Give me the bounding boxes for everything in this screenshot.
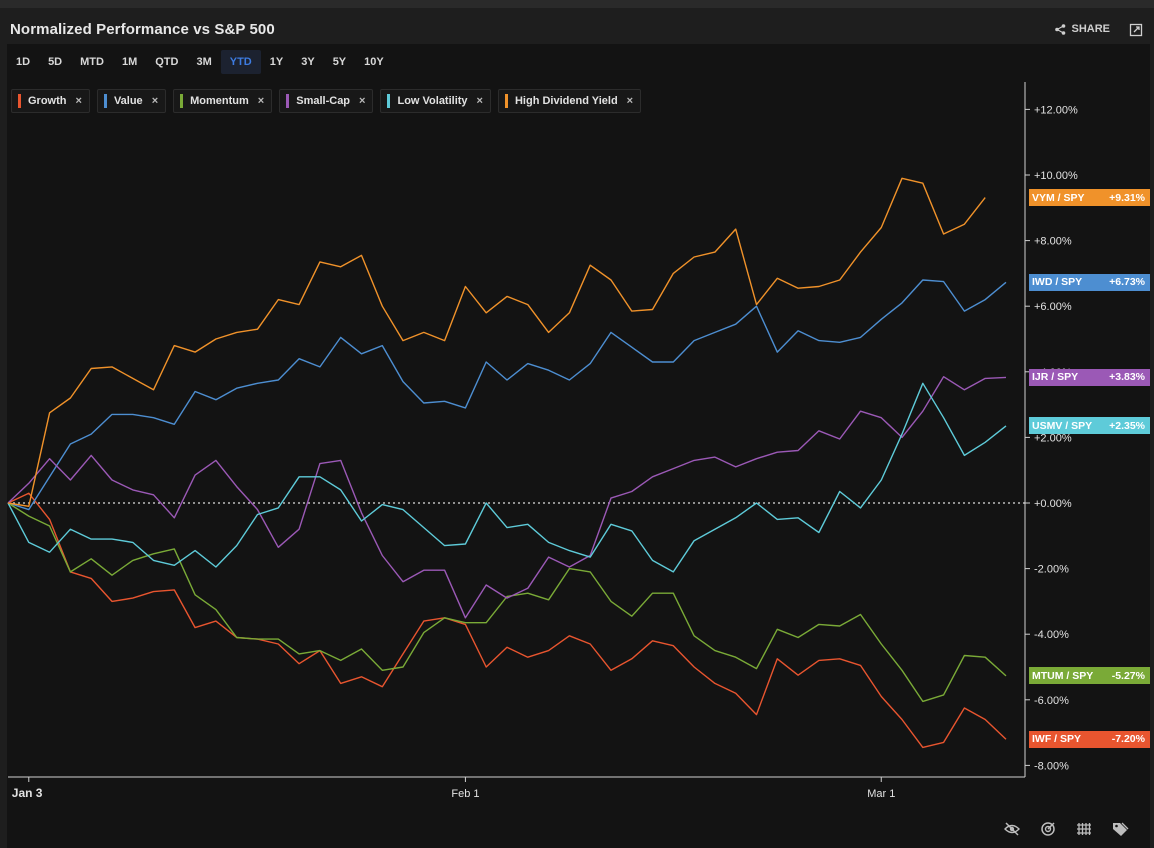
legend-swatch [286, 94, 290, 108]
share-icon [1055, 23, 1066, 35]
tag-ticker: MTUM / SPY [1032, 669, 1094, 682]
tab-5y[interactable]: 5Y [332, 56, 347, 68]
tag-value: +2.35% [1109, 419, 1145, 432]
tag-ticker: IJR / SPY [1032, 371, 1079, 384]
y-tick-label: +6.00% [1034, 301, 1072, 313]
remove-series-icon[interactable]: × [257, 95, 265, 107]
legend-chip-momentum[interactable]: Momentum × [173, 89, 273, 113]
tag-value: +9.31% [1109, 191, 1145, 204]
top-strip [0, 0, 1154, 8]
tag-ticker: VYM / SPY [1032, 191, 1085, 204]
x-tick-label: Jan 3 [12, 786, 43, 800]
legend-chip-low-volatility[interactable]: Low Volatility × [380, 89, 491, 113]
x-tick-label: Feb 1 [451, 788, 479, 800]
last-value-tag: VYM / SPY +9.31% [1029, 189, 1150, 207]
tab-mtd[interactable]: MTD [80, 56, 104, 68]
tag-ticker: USMV / SPY [1032, 419, 1093, 432]
legend-swatch [18, 94, 21, 108]
last-value-tag: MTUM / SPY -5.27% [1029, 667, 1150, 685]
timeframe-tabs: 1D 5D MTD 1M QTD 3M YTD 1Y 3Y 5Y 10Y [7, 44, 393, 80]
legend: Growth × Value × Momentum × Small-Cap × Low Vola… [11, 89, 642, 113]
legend-chip-high-dividend-yield[interactable]: High Dividend Yield × [497, 89, 642, 113]
tab-1d[interactable]: 1D [16, 56, 31, 68]
remove-series-icon[interactable]: × [476, 95, 483, 107]
last-value-tag: IWD / SPY +6.73% [1029, 273, 1150, 291]
y-tick-label: +10.00% [1034, 170, 1078, 182]
y-tick-label: -8.00% [1034, 760, 1069, 772]
remove-series-icon[interactable]: × [626, 95, 634, 107]
tag-icon[interactable] [1111, 820, 1129, 838]
tab-ytd[interactable]: YTD [220, 50, 261, 74]
legend-label: Growth [28, 95, 67, 107]
y-tick-label: +8.00% [1034, 236, 1072, 248]
last-value-tag: USMV / SPY +2.35% [1029, 417, 1150, 435]
legend-label: Small-Cap [296, 95, 351, 107]
y-tick-label: +12.00% [1034, 104, 1078, 116]
grid-icon[interactable] [1075, 820, 1093, 838]
x-tick-label: Mar 1 [867, 788, 895, 800]
share-label: SHARE [1071, 23, 1110, 35]
remove-series-icon[interactable]: × [151, 95, 159, 107]
last-value-tag: IWF / SPY -7.20% [1029, 730, 1150, 748]
legend-label: Value [113, 95, 143, 107]
series-line-small-cap[interactable] [7, 376, 1007, 619]
legend-label: Low Volatility [397, 95, 468, 107]
legend-chip-growth[interactable]: Growth × [11, 89, 90, 113]
legend-swatch [387, 94, 391, 108]
legend-swatch [180, 94, 184, 108]
y-tick-label: +0.00% [1034, 498, 1072, 510]
legend-chip-value[interactable]: Value × [96, 89, 167, 113]
tag-value: +3.83% [1109, 371, 1145, 384]
tab-3m[interactable]: 3M [196, 56, 212, 68]
tag-ticker: IWF / SPY [1032, 733, 1082, 746]
series-line-high-dividend-yield[interactable] [7, 177, 986, 507]
expand-icon[interactable] [1128, 22, 1144, 38]
tab-5d[interactable]: 5D [48, 56, 63, 68]
tab-qtd[interactable]: QTD [155, 56, 179, 68]
page-title: Normalized Performance vs S&P 500 [10, 21, 275, 38]
tag-value: +6.73% [1109, 276, 1145, 289]
tab-1m[interactable]: 1M [121, 56, 138, 68]
series-line-value[interactable] [7, 279, 1007, 511]
remove-series-icon[interactable]: × [75, 95, 82, 107]
header: Normalized Performance vs S&P 500 SHARE [0, 8, 1154, 44]
last-value-tag: IJR / SPY +3.83% [1029, 368, 1150, 386]
hide-icon[interactable] [1003, 820, 1021, 838]
series-line-momentum[interactable] [7, 502, 1007, 703]
legend-label: Momentum [190, 95, 249, 107]
tag-ticker: IWD / SPY [1032, 276, 1083, 289]
y-tick-label: -4.00% [1034, 629, 1069, 641]
tab-3y[interactable]: 3Y [301, 56, 315, 68]
legend-chip-small-cap[interactable]: Small-Cap × [279, 89, 374, 113]
remove-series-icon[interactable]: × [359, 95, 366, 107]
tag-value: -7.20% [1111, 733, 1145, 746]
tab-1y[interactable]: 1Y [269, 56, 284, 68]
legend-swatch [504, 94, 508, 108]
share-button[interactable]: SHARE [1055, 23, 1110, 35]
target-icon[interactable] [1039, 820, 1057, 838]
tag-value: -5.27% [1111, 669, 1145, 682]
y-tick-label: -6.00% [1034, 695, 1069, 707]
series-line-growth[interactable] [7, 492, 1007, 749]
y-tick-label: +2.00% [1034, 432, 1072, 444]
legend-label: High Dividend Yield [514, 95, 618, 107]
series-line-low-volatility[interactable] [7, 382, 1007, 573]
tab-10y[interactable]: 10Y [364, 56, 384, 68]
y-tick-label: -2.00% [1034, 564, 1069, 576]
legend-swatch [103, 94, 107, 108]
